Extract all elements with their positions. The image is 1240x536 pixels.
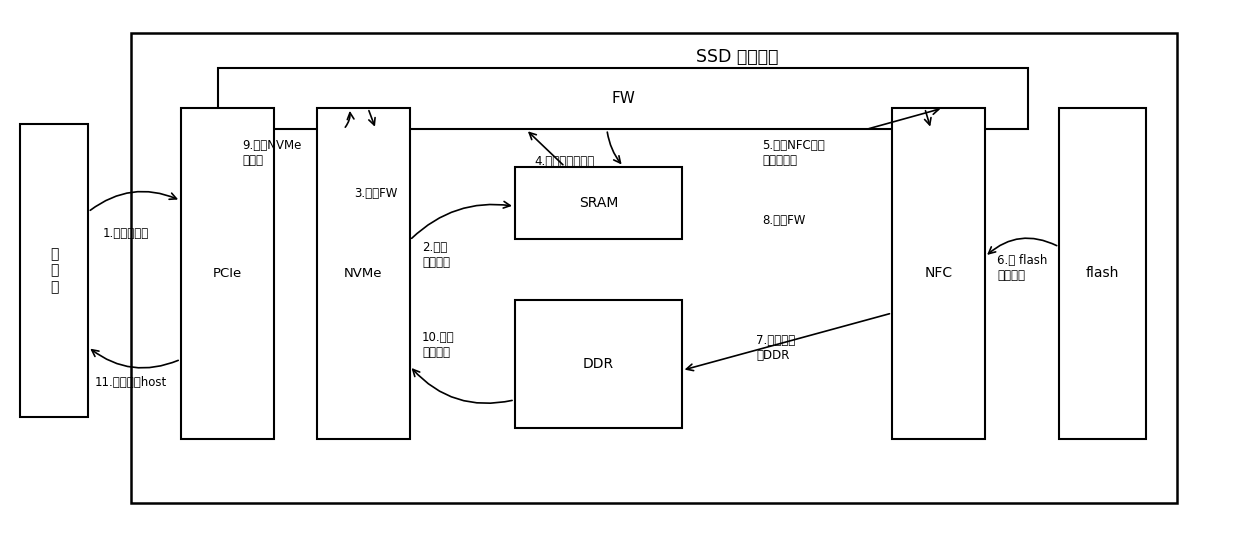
Text: 1.下发读命令: 1.下发读命令: [103, 227, 149, 240]
Text: SRAM: SRAM: [579, 196, 618, 210]
Text: FW: FW: [611, 91, 635, 106]
FancyBboxPatch shape: [131, 33, 1177, 503]
FancyBboxPatch shape: [1059, 108, 1146, 438]
Text: 5.通知NFC所需
的数据信息: 5.通知NFC所需 的数据信息: [763, 139, 825, 167]
Text: NVMe: NVMe: [343, 267, 382, 280]
FancyBboxPatch shape: [893, 108, 985, 438]
FancyBboxPatch shape: [20, 124, 88, 418]
Text: 10.顺序
读出数据: 10.顺序 读出数据: [422, 331, 455, 359]
FancyBboxPatch shape: [515, 300, 682, 428]
Text: SSD 主控芯片: SSD 主控芯片: [697, 48, 779, 66]
FancyBboxPatch shape: [181, 108, 274, 438]
Text: 4.取命令进行解析: 4.取命令进行解析: [534, 155, 594, 168]
Text: NFC: NFC: [925, 266, 952, 280]
Text: 9.通知NVMe
取数据: 9.通知NVMe 取数据: [243, 139, 303, 167]
Text: PCIe: PCIe: [212, 267, 242, 280]
Text: 2.缓存
命令信息: 2.缓存 命令信息: [422, 241, 450, 269]
Text: 8.通知FW: 8.通知FW: [763, 213, 806, 227]
FancyBboxPatch shape: [218, 68, 1028, 129]
Text: 7.乱序缓存
到DDR: 7.乱序缓存 到DDR: [756, 334, 795, 362]
Text: 主
机
端: 主 机 端: [50, 248, 58, 294]
Text: 6.从 flash
读取数据: 6.从 flash 读取数据: [997, 254, 1048, 282]
Text: DDR: DDR: [583, 357, 614, 371]
Text: flash: flash: [1086, 266, 1120, 280]
Text: 11.发数据到host: 11.发数据到host: [94, 376, 166, 389]
FancyBboxPatch shape: [515, 167, 682, 239]
Text: 3.通知FW: 3.通知FW: [353, 187, 397, 200]
FancyBboxPatch shape: [317, 108, 409, 438]
